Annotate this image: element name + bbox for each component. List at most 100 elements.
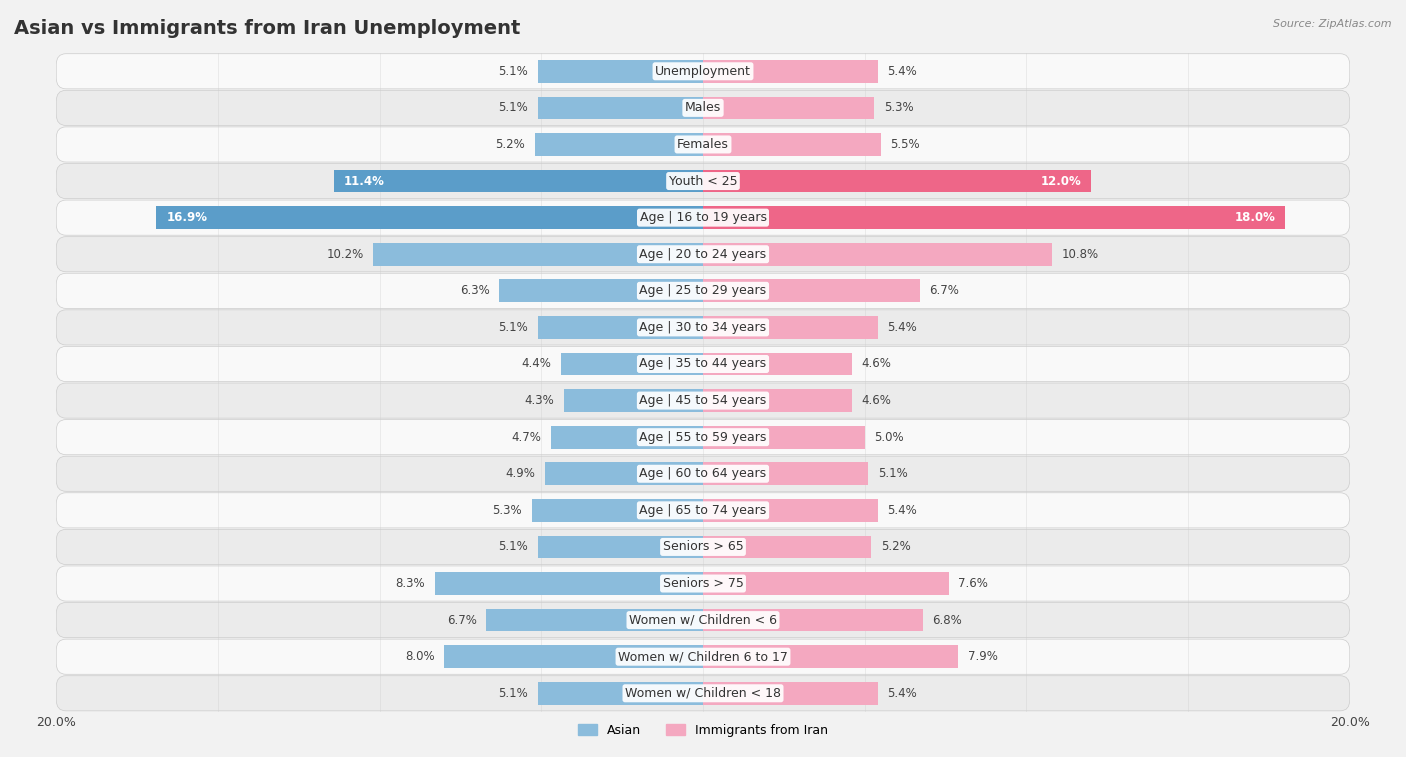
- Text: 5.1%: 5.1%: [499, 540, 529, 553]
- FancyBboxPatch shape: [56, 347, 1350, 382]
- Text: 5.4%: 5.4%: [887, 321, 917, 334]
- FancyBboxPatch shape: [56, 383, 1350, 418]
- FancyBboxPatch shape: [56, 127, 1350, 162]
- FancyBboxPatch shape: [56, 603, 1350, 637]
- FancyBboxPatch shape: [56, 54, 1350, 89]
- FancyBboxPatch shape: [56, 529, 1350, 565]
- Bar: [703, 572, 949, 595]
- Bar: [703, 536, 872, 558]
- Bar: [486, 609, 703, 631]
- Bar: [703, 60, 877, 83]
- Bar: [538, 682, 703, 705]
- Text: 5.1%: 5.1%: [877, 467, 907, 480]
- Text: 6.3%: 6.3%: [460, 285, 489, 298]
- Bar: [703, 207, 1285, 229]
- Legend: Asian, Immigrants from Iran: Asian, Immigrants from Iran: [574, 718, 832, 742]
- Bar: [444, 646, 703, 668]
- Text: 11.4%: 11.4%: [344, 175, 385, 188]
- Bar: [551, 426, 703, 448]
- Bar: [703, 243, 1052, 266]
- Bar: [564, 389, 703, 412]
- Bar: [538, 536, 703, 558]
- Text: 5.3%: 5.3%: [492, 504, 522, 517]
- Text: 5.0%: 5.0%: [875, 431, 904, 444]
- Text: 5.5%: 5.5%: [890, 138, 920, 151]
- Text: Women w/ Children 6 to 17: Women w/ Children 6 to 17: [619, 650, 787, 663]
- Text: Age | 55 to 59 years: Age | 55 to 59 years: [640, 431, 766, 444]
- Text: 12.0%: 12.0%: [1040, 175, 1081, 188]
- Text: 8.0%: 8.0%: [405, 650, 434, 663]
- FancyBboxPatch shape: [56, 237, 1350, 272]
- Text: 10.8%: 10.8%: [1062, 248, 1099, 260]
- Text: 16.9%: 16.9%: [166, 211, 207, 224]
- FancyBboxPatch shape: [56, 456, 1350, 491]
- Bar: [156, 207, 703, 229]
- Bar: [703, 609, 922, 631]
- FancyBboxPatch shape: [56, 310, 1350, 345]
- Text: 4.6%: 4.6%: [862, 394, 891, 407]
- Bar: [538, 97, 703, 119]
- Text: 4.3%: 4.3%: [524, 394, 554, 407]
- Text: 5.1%: 5.1%: [499, 101, 529, 114]
- Text: 5.2%: 5.2%: [880, 540, 911, 553]
- Text: Age | 16 to 19 years: Age | 16 to 19 years: [640, 211, 766, 224]
- Bar: [544, 463, 703, 485]
- Text: Youth < 25: Youth < 25: [669, 175, 737, 188]
- Text: Age | 65 to 74 years: Age | 65 to 74 years: [640, 504, 766, 517]
- Bar: [703, 682, 877, 705]
- Bar: [335, 170, 703, 192]
- Text: Age | 35 to 44 years: Age | 35 to 44 years: [640, 357, 766, 370]
- Text: 5.3%: 5.3%: [884, 101, 914, 114]
- Text: 5.2%: 5.2%: [495, 138, 526, 151]
- Text: Age | 25 to 29 years: Age | 25 to 29 years: [640, 285, 766, 298]
- Bar: [703, 133, 880, 156]
- FancyBboxPatch shape: [56, 273, 1350, 308]
- Text: 5.1%: 5.1%: [499, 321, 529, 334]
- Text: 18.0%: 18.0%: [1234, 211, 1275, 224]
- Text: Males: Males: [685, 101, 721, 114]
- Text: 10.2%: 10.2%: [326, 248, 363, 260]
- Text: 7.9%: 7.9%: [969, 650, 998, 663]
- Text: 4.4%: 4.4%: [522, 357, 551, 370]
- Text: Seniors > 75: Seniors > 75: [662, 577, 744, 590]
- Bar: [703, 499, 877, 522]
- Bar: [434, 572, 703, 595]
- Bar: [703, 463, 868, 485]
- Text: Age | 30 to 34 years: Age | 30 to 34 years: [640, 321, 766, 334]
- Bar: [703, 97, 875, 119]
- Bar: [703, 316, 877, 338]
- Bar: [531, 499, 703, 522]
- Bar: [703, 646, 959, 668]
- Bar: [703, 279, 920, 302]
- Text: 6.7%: 6.7%: [447, 614, 477, 627]
- Text: Seniors > 65: Seniors > 65: [662, 540, 744, 553]
- FancyBboxPatch shape: [56, 419, 1350, 455]
- Bar: [703, 426, 865, 448]
- Text: 8.3%: 8.3%: [395, 577, 425, 590]
- FancyBboxPatch shape: [56, 90, 1350, 126]
- Bar: [703, 389, 852, 412]
- Text: Asian vs Immigrants from Iran Unemployment: Asian vs Immigrants from Iran Unemployme…: [14, 19, 520, 38]
- Text: Unemployment: Unemployment: [655, 65, 751, 78]
- Text: Age | 45 to 54 years: Age | 45 to 54 years: [640, 394, 766, 407]
- Bar: [561, 353, 703, 375]
- Text: 7.6%: 7.6%: [959, 577, 988, 590]
- Text: Women w/ Children < 18: Women w/ Children < 18: [626, 687, 780, 699]
- Text: Females: Females: [678, 138, 728, 151]
- Text: 5.4%: 5.4%: [887, 504, 917, 517]
- Text: 4.7%: 4.7%: [512, 431, 541, 444]
- Text: 5.4%: 5.4%: [887, 65, 917, 78]
- FancyBboxPatch shape: [56, 639, 1350, 674]
- Bar: [499, 279, 703, 302]
- Text: 4.6%: 4.6%: [862, 357, 891, 370]
- FancyBboxPatch shape: [56, 676, 1350, 711]
- FancyBboxPatch shape: [56, 493, 1350, 528]
- Text: Age | 20 to 24 years: Age | 20 to 24 years: [640, 248, 766, 260]
- Bar: [703, 353, 852, 375]
- FancyBboxPatch shape: [56, 164, 1350, 198]
- Bar: [538, 316, 703, 338]
- Text: Women w/ Children < 6: Women w/ Children < 6: [628, 614, 778, 627]
- Text: 5.1%: 5.1%: [499, 687, 529, 699]
- FancyBboxPatch shape: [56, 566, 1350, 601]
- FancyBboxPatch shape: [56, 200, 1350, 235]
